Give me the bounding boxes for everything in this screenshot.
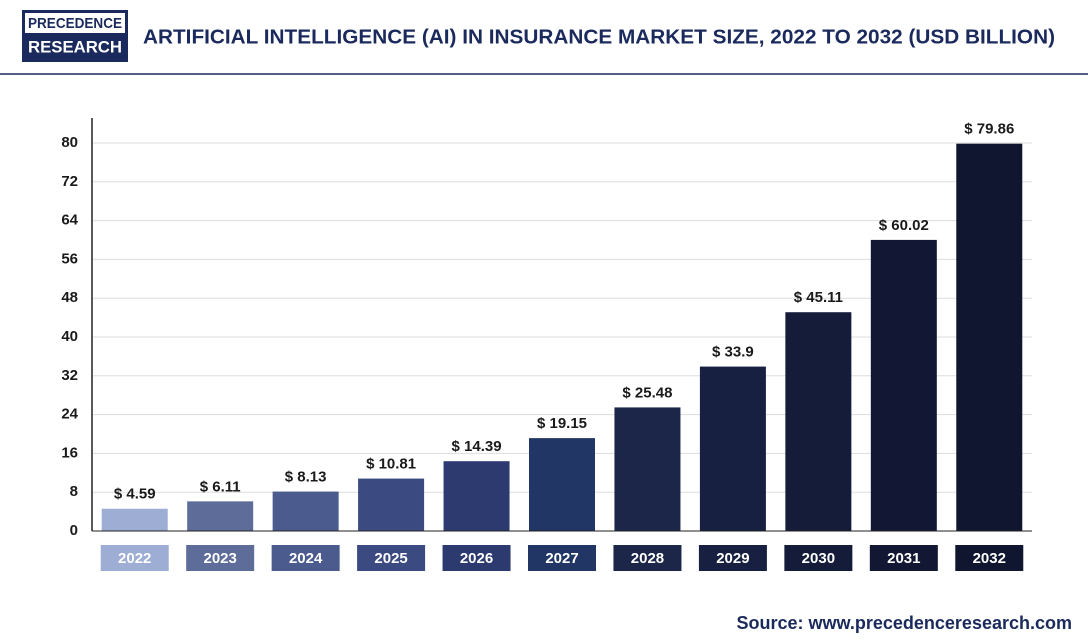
- x-tick-label: 2025: [374, 550, 407, 567]
- value-label: $ 10.81: [366, 456, 416, 473]
- category-box: [100, 545, 169, 571]
- category-box: [613, 545, 682, 571]
- bar: [101, 508, 168, 531]
- logo-line2: RESEARCH: [28, 37, 122, 56]
- value-label: $ 6.11: [200, 478, 241, 495]
- category-box: [698, 545, 767, 571]
- category-box: [869, 545, 938, 571]
- bar: [272, 491, 339, 531]
- x-tick-label: 2032: [973, 550, 1006, 567]
- category-box: [955, 545, 1024, 571]
- logo-top: [25, 13, 125, 33]
- value-label: $ 19.15: [537, 415, 587, 432]
- source: Source: www.precedenceresearch.com: [737, 613, 1072, 633]
- y-tick-label: 16: [61, 444, 78, 461]
- x-tick-label: 2022: [118, 550, 151, 567]
- bar: [358, 478, 425, 531]
- y-tick-label: 32: [61, 367, 78, 384]
- y-tick-label: 64: [61, 212, 78, 229]
- y-tick-label: 8: [70, 483, 78, 500]
- value-label: $ 45.11: [794, 289, 843, 306]
- bar: [529, 438, 595, 531]
- value-label: $ 79.86: [964, 121, 1014, 138]
- category-box: [528, 545, 596, 571]
- bar: [956, 143, 1023, 531]
- y-tick-label: 56: [61, 250, 78, 267]
- y-tick-label: 80: [61, 134, 78, 151]
- value-label: $ 33.9: [712, 344, 754, 361]
- y-tick-label: 0: [70, 522, 78, 539]
- y-tick-label: 24: [61, 406, 78, 423]
- x-tick-label: 2029: [716, 550, 749, 567]
- bar: [443, 461, 510, 531]
- value-label: $ 14.39: [452, 438, 502, 455]
- category-box: [442, 545, 511, 571]
- bar: [699, 366, 766, 531]
- y-tick-label: 48: [61, 289, 78, 306]
- bar: [870, 239, 937, 531]
- x-tick-label: 2024: [289, 550, 323, 567]
- x-tick-label: 2026: [460, 550, 493, 567]
- x-tick-label: 2027: [545, 550, 578, 567]
- value-label: $ 60.02: [879, 217, 929, 234]
- x-tick-label: 2031: [887, 550, 920, 567]
- category-box: [271, 545, 340, 571]
- category-box: [784, 545, 853, 571]
- x-tick-label: 2028: [631, 550, 664, 567]
- value-label: $ 4.59: [114, 486, 156, 503]
- value-label: $ 8.13: [285, 469, 327, 486]
- x-tick-label: 2030: [802, 550, 835, 567]
- chart-title: ARTIFICIAL INTELLIGENCE (AI) IN INSURANC…: [143, 26, 1055, 48]
- x-tick-label: 2023: [203, 550, 236, 567]
- bar: [187, 501, 254, 531]
- y-tick-label: 40: [61, 328, 78, 345]
- value-label: $ 25.48: [622, 384, 672, 401]
- category-box: [186, 545, 255, 571]
- y-tick-label: 72: [61, 173, 78, 190]
- bar: [614, 407, 681, 531]
- logo-line1: PRECEDENCE: [28, 15, 122, 32]
- category-box: [357, 545, 426, 571]
- bar: [785, 312, 852, 531]
